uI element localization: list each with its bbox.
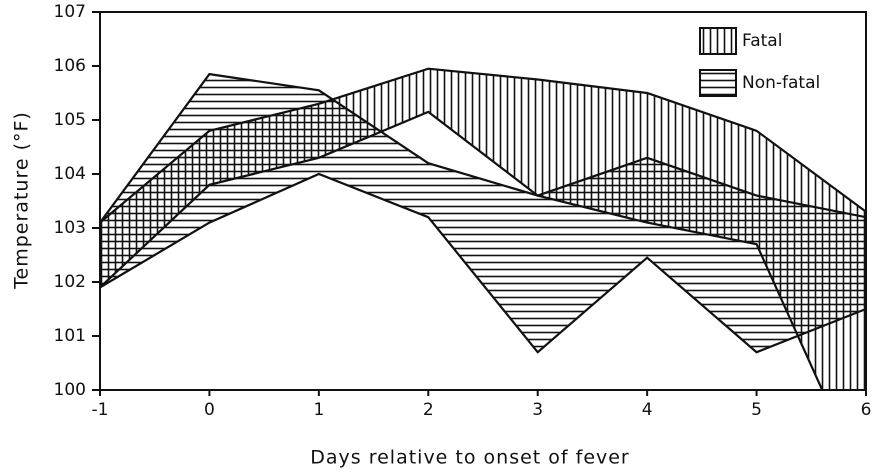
- x-tick-label: 5: [751, 400, 762, 420]
- plot-frame: [99, 11, 867, 391]
- plot-area: [100, 67, 866, 390]
- legend-swatch: [699, 27, 737, 55]
- y-tick-label: 100: [54, 380, 86, 400]
- x-axis-title: Days relative to onset of fever: [310, 447, 630, 469]
- y-tick-label: 103: [54, 218, 86, 238]
- legend-label: Fatal: [742, 31, 782, 51]
- x-tick-label: 4: [642, 400, 653, 420]
- y-tick-label: 105: [54, 110, 86, 130]
- x-tick-label: 1: [313, 400, 324, 420]
- y-tick-label: 102: [54, 272, 86, 292]
- x-tick-label: 2: [423, 400, 434, 420]
- x-tick-label: -1: [92, 400, 109, 420]
- band-lower-line: [100, 172, 866, 354]
- legend-label: Non-fatal: [742, 73, 820, 93]
- y-tick-label: 101: [54, 326, 86, 346]
- legend-swatch: [699, 69, 737, 97]
- band-upper-line: [100, 72, 866, 224]
- x-tick-label: 3: [532, 400, 543, 420]
- x-tick-label: 6: [861, 400, 872, 420]
- y-tick-label: 107: [54, 2, 86, 22]
- x-tick-label: 0: [204, 400, 215, 420]
- y-axis-title: Temperature (°F): [11, 111, 33, 290]
- y-tick-label: 104: [54, 164, 86, 184]
- y-tick-label: 106: [54, 56, 86, 76]
- band-fill: [100, 74, 866, 353]
